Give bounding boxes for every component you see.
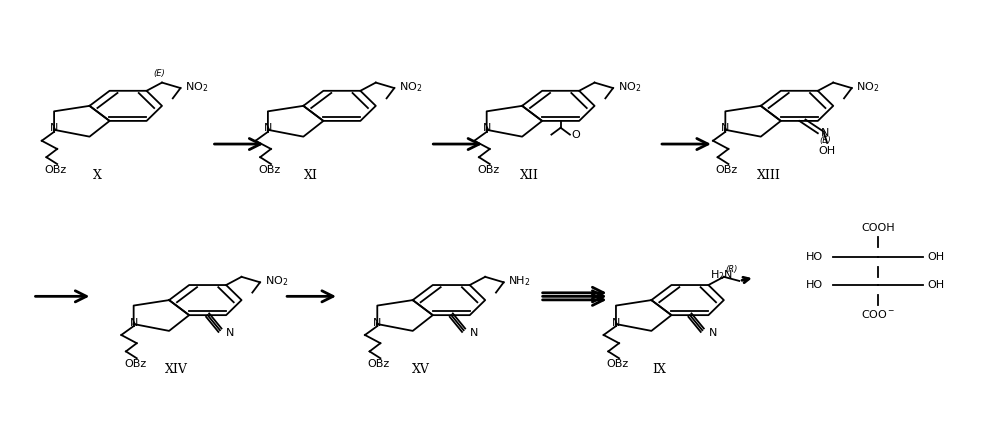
Text: XIII: XIII bbox=[757, 169, 780, 182]
Text: OH: OH bbox=[928, 252, 945, 261]
Text: X: X bbox=[93, 169, 102, 182]
Text: XIV: XIV bbox=[165, 363, 188, 376]
Text: N: N bbox=[470, 328, 478, 338]
Text: XV: XV bbox=[412, 363, 429, 376]
Text: N: N bbox=[612, 318, 620, 328]
Text: NO$_2$: NO$_2$ bbox=[265, 274, 288, 288]
Text: XII: XII bbox=[520, 169, 539, 182]
Text: OBz: OBz bbox=[368, 359, 390, 369]
Text: COO$^-$: COO$^-$ bbox=[861, 308, 895, 320]
Text: OBz: OBz bbox=[258, 165, 281, 175]
Text: (E): (E) bbox=[153, 69, 165, 79]
Text: N: N bbox=[373, 318, 381, 328]
Text: H$_2$N: H$_2$N bbox=[710, 269, 733, 283]
Text: (E): (E) bbox=[819, 136, 831, 145]
Text: HO: HO bbox=[806, 252, 823, 261]
Text: NO$_2$: NO$_2$ bbox=[856, 80, 880, 93]
Text: OBz: OBz bbox=[477, 165, 499, 175]
Text: NO$_2$: NO$_2$ bbox=[185, 80, 208, 93]
Text: O: O bbox=[571, 130, 580, 139]
Text: OH: OH bbox=[819, 146, 836, 156]
Text: NH$_2$: NH$_2$ bbox=[508, 274, 531, 288]
Text: N: N bbox=[50, 123, 58, 134]
Text: NO$_2$: NO$_2$ bbox=[399, 80, 422, 93]
Text: OBz: OBz bbox=[716, 165, 738, 175]
Text: OBz: OBz bbox=[124, 359, 146, 369]
Text: N: N bbox=[129, 318, 138, 328]
Text: HO: HO bbox=[806, 280, 823, 290]
Text: (R): (R) bbox=[725, 265, 738, 274]
Text: XI: XI bbox=[304, 169, 318, 182]
Text: OBz: OBz bbox=[45, 165, 67, 175]
Text: N: N bbox=[482, 123, 491, 134]
Text: OH: OH bbox=[928, 280, 945, 290]
Text: N: N bbox=[226, 328, 235, 338]
Text: N: N bbox=[721, 123, 730, 134]
Text: IX: IX bbox=[652, 363, 666, 376]
Text: N: N bbox=[264, 123, 272, 134]
Text: OBz: OBz bbox=[606, 359, 629, 369]
Text: NO$_2$: NO$_2$ bbox=[618, 80, 641, 93]
Text: N: N bbox=[821, 127, 829, 138]
Text: COOH: COOH bbox=[861, 223, 895, 233]
Text: N: N bbox=[708, 328, 717, 338]
